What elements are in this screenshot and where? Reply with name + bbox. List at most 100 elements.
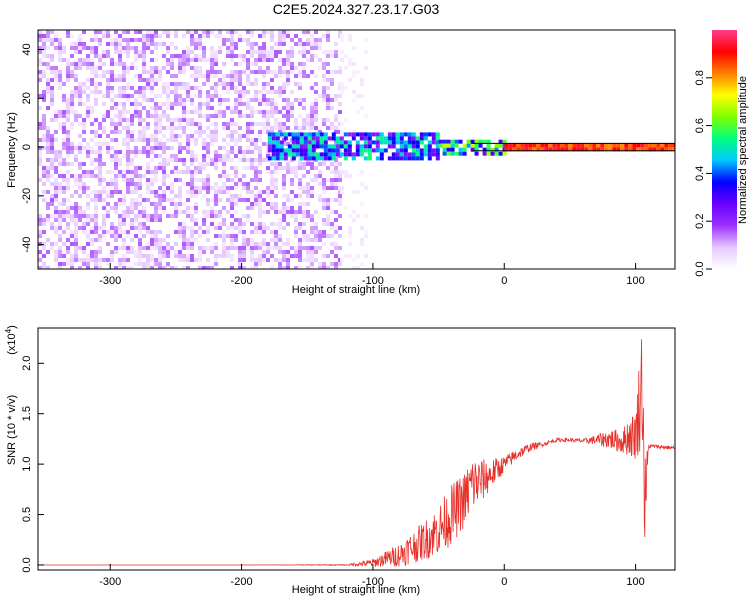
heatmap-cell <box>267 148 272 153</box>
heatmap-cell <box>322 94 326 98</box>
heatmap-cell <box>202 34 206 38</box>
heatmap-cell <box>126 246 130 250</box>
heatmap-cell <box>146 214 150 218</box>
heatmap-cell <box>182 102 186 106</box>
x-tick-label: -100 <box>362 576 384 588</box>
heatmap-cell <box>50 174 54 178</box>
heatmap-cell <box>250 70 254 74</box>
heatmap-cell <box>106 94 110 98</box>
heatmap-cell <box>138 182 142 186</box>
heatmap-cell <box>250 122 254 126</box>
heatmap-cell <box>182 54 186 58</box>
heatmap-cell <box>266 226 270 230</box>
heatmap-cell <box>126 178 130 182</box>
heatmap-cell <box>114 158 118 162</box>
heatmap-cell <box>78 122 82 126</box>
heatmap-cell <box>226 178 230 182</box>
heatmap-cell <box>270 130 274 134</box>
heatmap-cell <box>338 30 342 34</box>
heatmap-cell <box>74 226 78 230</box>
heatmap-cell <box>218 210 222 214</box>
heatmap-cell <box>150 70 154 74</box>
heatmap-cell <box>78 98 82 102</box>
heatmap-cell <box>42 190 46 194</box>
heatmap-cell <box>166 118 170 122</box>
heatmap-cell <box>42 62 46 66</box>
heatmap-cell <box>275 140 280 145</box>
heatmap-cell <box>202 182 206 186</box>
heatmap-cell <box>330 54 334 58</box>
y-tick-label: 2.0 <box>21 356 33 371</box>
heatmap-cell <box>146 86 150 90</box>
heatmap-cell <box>454 143 459 148</box>
heatmap-cell <box>98 198 102 202</box>
heatmap-cell <box>214 226 218 230</box>
heatmap-cell <box>122 218 126 222</box>
heatmap-cell <box>222 162 226 166</box>
heatmap-cell <box>218 198 222 202</box>
heatmap-cell <box>42 182 46 186</box>
heatmap-cell <box>258 134 262 138</box>
heatmap-cell <box>178 170 182 174</box>
heatmap-cell <box>86 170 90 174</box>
heatmap-cell <box>338 262 342 266</box>
x-tick-label: -200 <box>231 576 253 588</box>
heatmap-cell <box>134 190 138 194</box>
heatmap-cell <box>258 226 262 230</box>
heatmap-cell <box>294 174 298 178</box>
heatmap-cell <box>290 178 294 182</box>
heatmap-cell <box>166 98 170 102</box>
heatmap-cell <box>246 106 250 110</box>
heatmap-cell <box>262 238 266 242</box>
heatmap-cell <box>202 54 206 58</box>
heatmap-cell <box>319 144 324 149</box>
heatmap-cell <box>330 182 334 186</box>
heatmap-cell <box>114 94 118 98</box>
heatmap-cell <box>206 210 210 214</box>
heatmap-cell <box>182 130 186 134</box>
heatmap-cell <box>38 150 42 154</box>
heatmap-cell <box>322 178 326 182</box>
heatmap-cell <box>130 66 134 70</box>
heatmap-cell <box>202 102 206 106</box>
heatmap-cell <box>46 218 50 222</box>
heatmap-cell <box>214 258 218 262</box>
heatmap-cell <box>210 54 214 58</box>
heatmap-cell <box>486 151 491 156</box>
heatmap-cell <box>218 102 222 106</box>
heatmap-cell <box>302 166 306 170</box>
heatmap-cell <box>286 114 290 118</box>
heatmap-cell <box>58 42 62 46</box>
heatmap-cell <box>66 222 70 226</box>
heatmap-cell <box>82 86 86 90</box>
heatmap-cell <box>182 258 186 262</box>
heatmap-cell <box>302 74 306 78</box>
heatmap-cell <box>319 136 324 141</box>
heatmap-cell <box>262 74 266 78</box>
heatmap-cell <box>162 86 166 90</box>
heatmap-cell <box>327 152 332 157</box>
heatmap-cell <box>70 234 74 238</box>
heatmap-cell <box>86 146 90 150</box>
heatmap-cell <box>330 98 334 102</box>
heatmap-cell <box>206 134 210 138</box>
heatmap-cell <box>198 86 202 90</box>
heatmap-cell <box>122 142 126 146</box>
heatmap-cell <box>118 246 122 250</box>
heatmap-cell <box>54 214 58 218</box>
heatmap-cell <box>154 82 158 86</box>
heatmap-cell <box>391 140 396 145</box>
heatmap-cell <box>102 34 106 38</box>
heatmap-cell <box>314 246 318 250</box>
heatmap-cell <box>295 132 300 137</box>
heatmap-cell <box>54 70 58 74</box>
heatmap-cell <box>258 258 262 262</box>
heatmap-cell <box>250 138 254 142</box>
heatmap-cell <box>238 254 242 258</box>
heatmap-cell <box>490 151 495 156</box>
heatmap-cell <box>218 34 222 38</box>
heatmap-cell <box>166 90 170 94</box>
heatmap-cell <box>82 190 86 194</box>
heatmap-cell <box>78 34 82 38</box>
heatmap-cell <box>126 166 130 170</box>
